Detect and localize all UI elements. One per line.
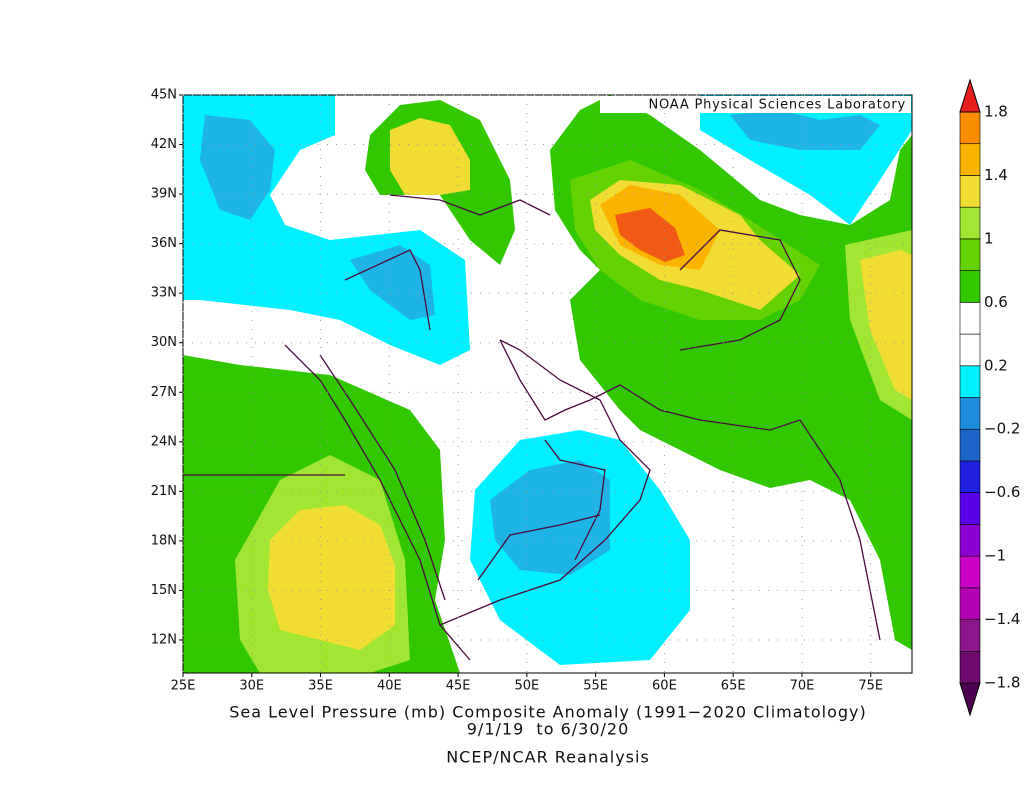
colorbar-box <box>959 143 981 176</box>
caption-dates: 9/1/19 to 6/30/20 <box>467 720 630 739</box>
lon-tick-label: 40E <box>377 679 402 694</box>
lon-tick-label: 30E <box>239 679 264 694</box>
colorbar-label: −1.8 <box>984 674 1020 692</box>
colorbar-box <box>959 270 981 303</box>
lon-tick-label: 65E <box>721 679 746 694</box>
colorbar: 1.8 1.4 1 0.6 0.2 −0.2 −0.6 −1 −1.4 −1.8 <box>959 78 1020 717</box>
lat-tick-label: 15N <box>151 583 177 598</box>
colorbar-label: 1 <box>984 229 994 247</box>
colorbar-label: −1.4 <box>984 610 1020 628</box>
lat-tick-label: 39N <box>151 187 177 202</box>
lon-tick-label: 60E <box>652 679 677 694</box>
colorbar-label: −0.6 <box>984 483 1020 501</box>
colorbar-box <box>959 492 981 525</box>
axes: 25E 30E 35E 40E 45E 50E 55E 60E 65E 70E 75E 45N 42N 3… <box>151 88 912 694</box>
colorbar-end <box>959 682 981 717</box>
colorbar-box <box>959 587 981 620</box>
lat-tick-label: 18N <box>151 533 177 548</box>
map-field <box>183 95 912 673</box>
lat-tick-label: 12N <box>151 632 177 647</box>
colorbar-box <box>959 428 981 462</box>
lat-tick-label: 24N <box>151 434 177 449</box>
colorbar-label: 1.8 <box>984 103 1008 121</box>
caption-source: NCEP/NCAR Reanalysis <box>446 748 650 767</box>
lat-tick-label: 21N <box>151 484 177 499</box>
lon-tick-label: 45E <box>446 679 471 694</box>
colorbar-box <box>959 333 981 367</box>
colorbar-box <box>959 555 981 589</box>
lat-tick-label: 27N <box>151 385 177 400</box>
colorbar-label: 1.4 <box>984 166 1008 184</box>
lon-tick-label: 25E <box>171 679 196 694</box>
lat-tick-label: 30N <box>151 335 177 350</box>
colorbar-box <box>959 238 981 271</box>
credit: NOAA Physical Sciences Laboratory <box>648 98 906 113</box>
lon-tick-label: 35E <box>308 679 333 694</box>
colorbar-label: 0.2 <box>984 356 1008 374</box>
colorbar-box <box>959 365 981 398</box>
colorbar-box <box>959 111 981 145</box>
colorbar-box <box>959 619 981 652</box>
colorbar-box <box>959 206 981 240</box>
credit-box <box>600 96 911 113</box>
lon-tick-label: 75E <box>858 679 883 694</box>
lat-tick-label: 33N <box>151 286 177 301</box>
colorbar-box <box>959 650 981 684</box>
colorbar-label: −1 <box>984 547 1006 565</box>
colorbar-box <box>959 302 981 335</box>
colorbar-box <box>959 397 981 430</box>
lat-tick-label: 45N <box>151 88 177 103</box>
colorbar-end <box>959 78 981 113</box>
lat-tick-label: 36N <box>151 236 177 251</box>
lon-tick-label: 50E <box>514 679 539 694</box>
lat-tick-label: 42N <box>151 137 177 152</box>
lon-tick-label: 70E <box>790 679 815 694</box>
caption-title: Sea Level Pressure (mb) Composite Anomal… <box>229 703 866 722</box>
colorbar-label: 0.6 <box>984 293 1008 311</box>
colorbar-label: −0.2 <box>984 420 1020 438</box>
colorbar-box <box>959 175 981 208</box>
colorbar-box <box>959 460 981 493</box>
lon-tick-label: 55E <box>583 679 608 694</box>
colorbar-box <box>959 524 981 557</box>
